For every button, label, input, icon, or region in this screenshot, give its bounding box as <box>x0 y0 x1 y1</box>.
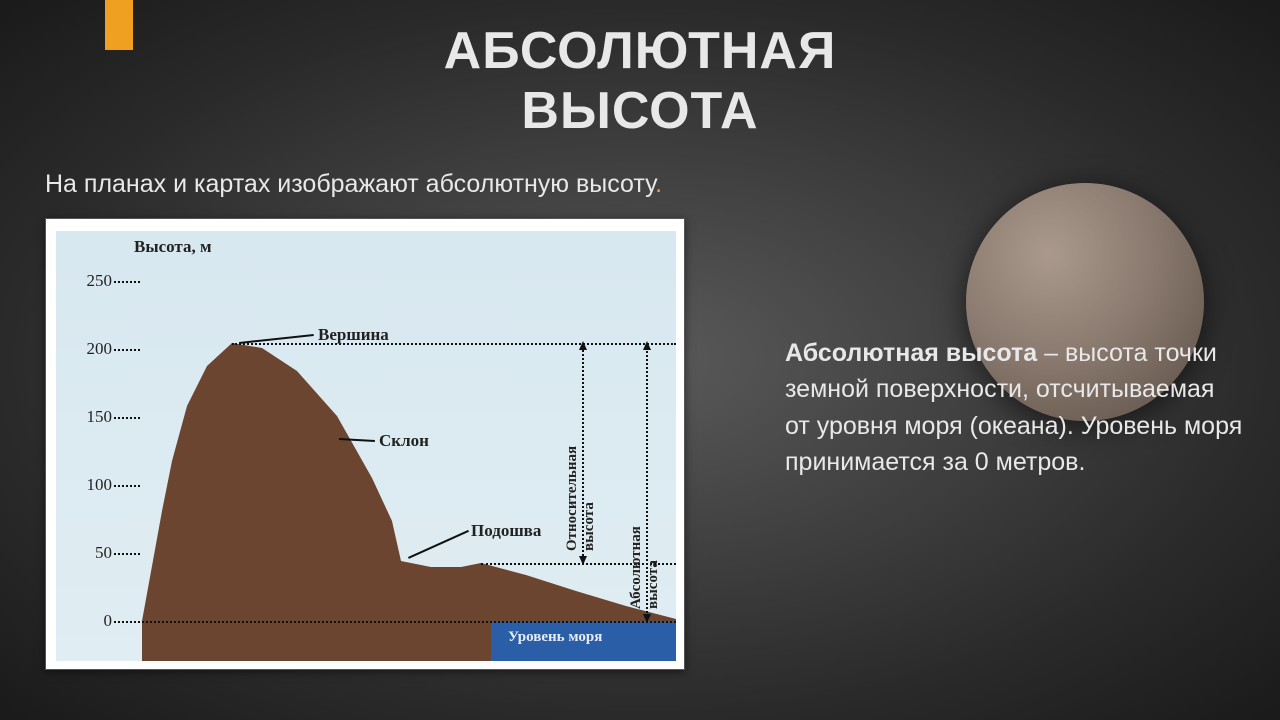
y-tick-dash <box>114 621 140 623</box>
y-tick-label: 50 <box>76 543 112 563</box>
diagram-container: Высота, м Уровень моря 050100150200250Ве… <box>45 218 685 670</box>
y-tick-label: 100 <box>76 475 112 495</box>
elevation-diagram: Высота, м Уровень моря 050100150200250Ве… <box>56 231 676 661</box>
subtitle: На планах и картах изображают абсолютную… <box>45 170 662 199</box>
measure-label: Абсолютнаявысота <box>628 355 662 609</box>
measure-label: Относительнаявысота <box>564 355 598 551</box>
y-tick-label: 250 <box>76 271 112 291</box>
y-tick-label: 150 <box>76 407 112 427</box>
peak-line <box>232 343 676 345</box>
sea-level-label: Уровень моря <box>508 629 602 646</box>
subtitle-text: На планах и картах изображают абсолютную… <box>45 170 655 198</box>
y-tick-dash <box>114 485 140 487</box>
y-tick-dash <box>114 281 140 283</box>
y-tick-label: 200 <box>76 339 112 359</box>
y-tick-dash <box>114 553 140 555</box>
page-title: АБСОЛЮТНАЯВЫСОТА <box>0 22 1280 142</box>
y-tick-dash <box>114 349 140 351</box>
feature-label: Склон <box>379 431 429 451</box>
feature-label: Подошва <box>471 521 541 541</box>
y-tick-dash <box>114 417 140 419</box>
definition-term: Абсолютная высота <box>785 339 1037 367</box>
y-tick-label: 0 <box>76 611 112 631</box>
definition-text: Абсолютная высота – высота точки земной … <box>785 335 1245 480</box>
sea-level-line <box>142 621 676 623</box>
feature-label: Вершина <box>318 325 389 345</box>
subtitle-dot: . <box>655 170 662 198</box>
